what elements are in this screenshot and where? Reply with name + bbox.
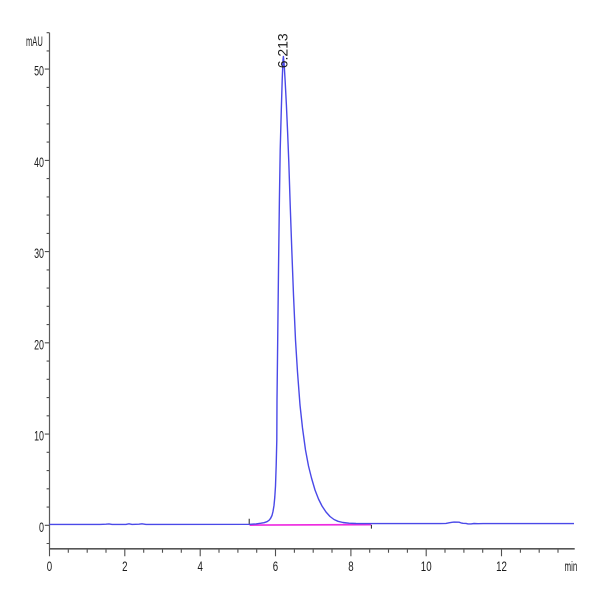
svg-text:40: 40	[34, 154, 44, 170]
svg-text:50: 50	[34, 63, 44, 79]
svg-text:12: 12	[496, 558, 507, 574]
svg-text:10: 10	[34, 428, 44, 444]
svg-text:6.213: 6.213	[274, 33, 290, 68]
svg-text:mAU: mAU	[26, 33, 43, 49]
svg-text:min: min	[565, 558, 578, 574]
svg-text:10: 10	[421, 558, 432, 574]
svg-text:4: 4	[198, 558, 204, 574]
svg-text:6: 6	[273, 558, 279, 574]
svg-text:8: 8	[348, 558, 354, 574]
svg-text:0: 0	[39, 519, 44, 535]
svg-text:0: 0	[47, 558, 53, 574]
svg-text:20: 20	[34, 336, 44, 352]
svg-text:30: 30	[34, 245, 44, 261]
svg-text:2: 2	[122, 558, 128, 574]
